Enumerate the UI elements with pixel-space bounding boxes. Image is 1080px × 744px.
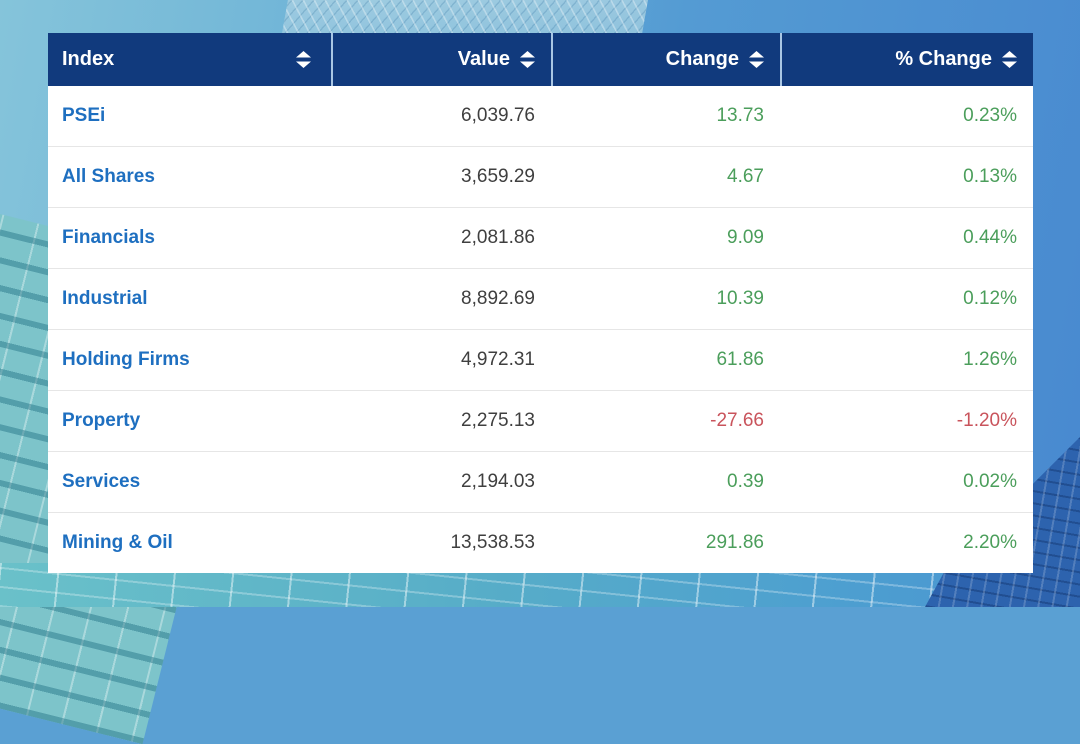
pct-change-cell: -1.20% [956,410,1017,431]
index-cell: Mining & Oil [48,532,331,554]
pct-change-cell: 0.23% [963,105,1017,126]
change-cell: 61.86 [716,349,764,370]
column-header-pct-change[interactable]: % Change [780,33,1033,86]
table-row: Property 2,275.13 -27.66 -1.20% [48,390,1033,451]
value-cell: 2,081.86 [461,227,535,248]
sort-icon[interactable] [296,51,311,68]
table-header-row: Index Value Change % Change [48,33,1033,86]
index-link[interactable]: Financials [62,227,155,248]
value-cell: 2,275.13 [461,410,535,431]
index-cell: Holding Firms [48,349,331,371]
change-cell: 9.09 [727,227,764,248]
change-cell: 0.39 [727,471,764,492]
value-cell: 3,659.29 [461,166,535,187]
index-link[interactable]: Mining & Oil [62,532,173,553]
change-cell: 4.67 [727,166,764,187]
index-link[interactable]: PSEi [62,105,106,126]
column-header-label: Change [665,48,739,70]
pct-change-cell: 2.20% [963,532,1017,553]
sort-icon[interactable] [749,51,764,68]
sort-icon[interactable] [1002,51,1017,68]
value-cell: 13,538.53 [450,532,535,553]
table-row: Industrial 8,892.69 10.39 0.12% [48,268,1033,329]
pct-change-cell: 1.26% [963,349,1017,370]
change-cell: 13.73 [716,105,764,126]
index-link[interactable]: Services [62,471,141,492]
index-cell: PSEi [48,105,331,127]
change-cell: -27.66 [710,410,764,431]
change-cell: 10.39 [716,288,764,309]
index-cell: All Shares [48,166,331,188]
index-link[interactable]: All Shares [62,166,155,187]
table-body: PSEi 6,039.76 13.73 0.23% All Shares 3,6… [48,86,1033,573]
value-cell: 8,892.69 [461,288,535,309]
market-index-table: Index Value Change % Change PSEi [48,33,1033,573]
table-row: Mining & Oil 13,538.53 291.86 2.20% [48,512,1033,573]
column-header-change[interactable]: Change [551,33,780,86]
index-cell: Industrial [48,288,331,310]
table-row: All Shares 3,659.29 4.67 0.13% [48,146,1033,207]
value-cell: 6,039.76 [461,105,535,126]
table-row: Financials 2,081.86 9.09 0.44% [48,207,1033,268]
pct-change-cell: 0.02% [963,471,1017,492]
pct-change-cell: 0.44% [963,227,1017,248]
column-header-label: Value [457,48,510,70]
sort-icon[interactable] [520,51,535,68]
index-link[interactable]: Holding Firms [62,349,190,370]
value-cell: 4,972.31 [461,349,535,370]
index-cell: Financials [48,227,331,249]
index-cell: Property [48,410,331,432]
column-header-label: % Change [895,48,992,70]
index-link[interactable]: Industrial [62,288,148,309]
column-header-value[interactable]: Value [331,33,551,86]
table-row: Services 2,194.03 0.39 0.02% [48,451,1033,512]
change-cell: 291.86 [705,532,764,553]
table-row: Holding Firms 4,972.31 61.86 1.26% [48,329,1033,390]
pct-change-cell: 0.12% [963,288,1017,309]
pct-change-cell: 0.13% [963,166,1017,187]
column-header-label: Index [62,48,115,70]
table-row: PSEi 6,039.76 13.73 0.23% [48,86,1033,146]
index-cell: Services [48,471,331,493]
value-cell: 2,194.03 [461,471,535,492]
index-link[interactable]: Property [62,410,141,431]
column-header-index[interactable]: Index [48,33,331,86]
